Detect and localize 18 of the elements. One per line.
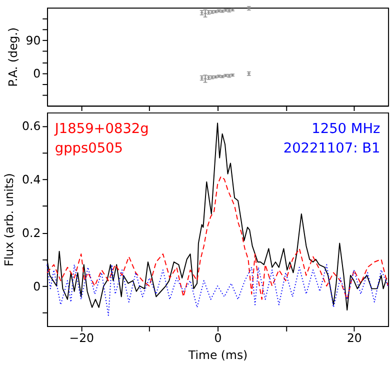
annotation: 20221107: B1 [283, 140, 380, 157]
line-series [46, 176, 389, 300]
x-tick-label: 20 [346, 331, 362, 346]
line-series [46, 264, 389, 316]
x-axis-title: Time (ms) [187, 348, 248, 362]
y-tick-label: 90 [26, 34, 41, 48]
annotation: 1250 MHz [312, 121, 380, 138]
y-tick-label: 0 [33, 279, 41, 294]
y-tick-label: 0.2 [22, 226, 41, 240]
y-tick-label: 0 [33, 66, 41, 80]
y-tick-label: 0.4 [22, 172, 41, 187]
x-tick-label: −20 [69, 331, 94, 346]
annotation: J1859+0832g [54, 121, 149, 138]
annotation: gpps0505 [54, 140, 123, 157]
y-tick-label: 0.6 [22, 119, 41, 134]
y-axis-title: Flux (arb. units) [2, 173, 16, 266]
x-tick-label: 0 [214, 331, 222, 346]
y-axis-title: P.A. (deg.) [6, 27, 20, 87]
